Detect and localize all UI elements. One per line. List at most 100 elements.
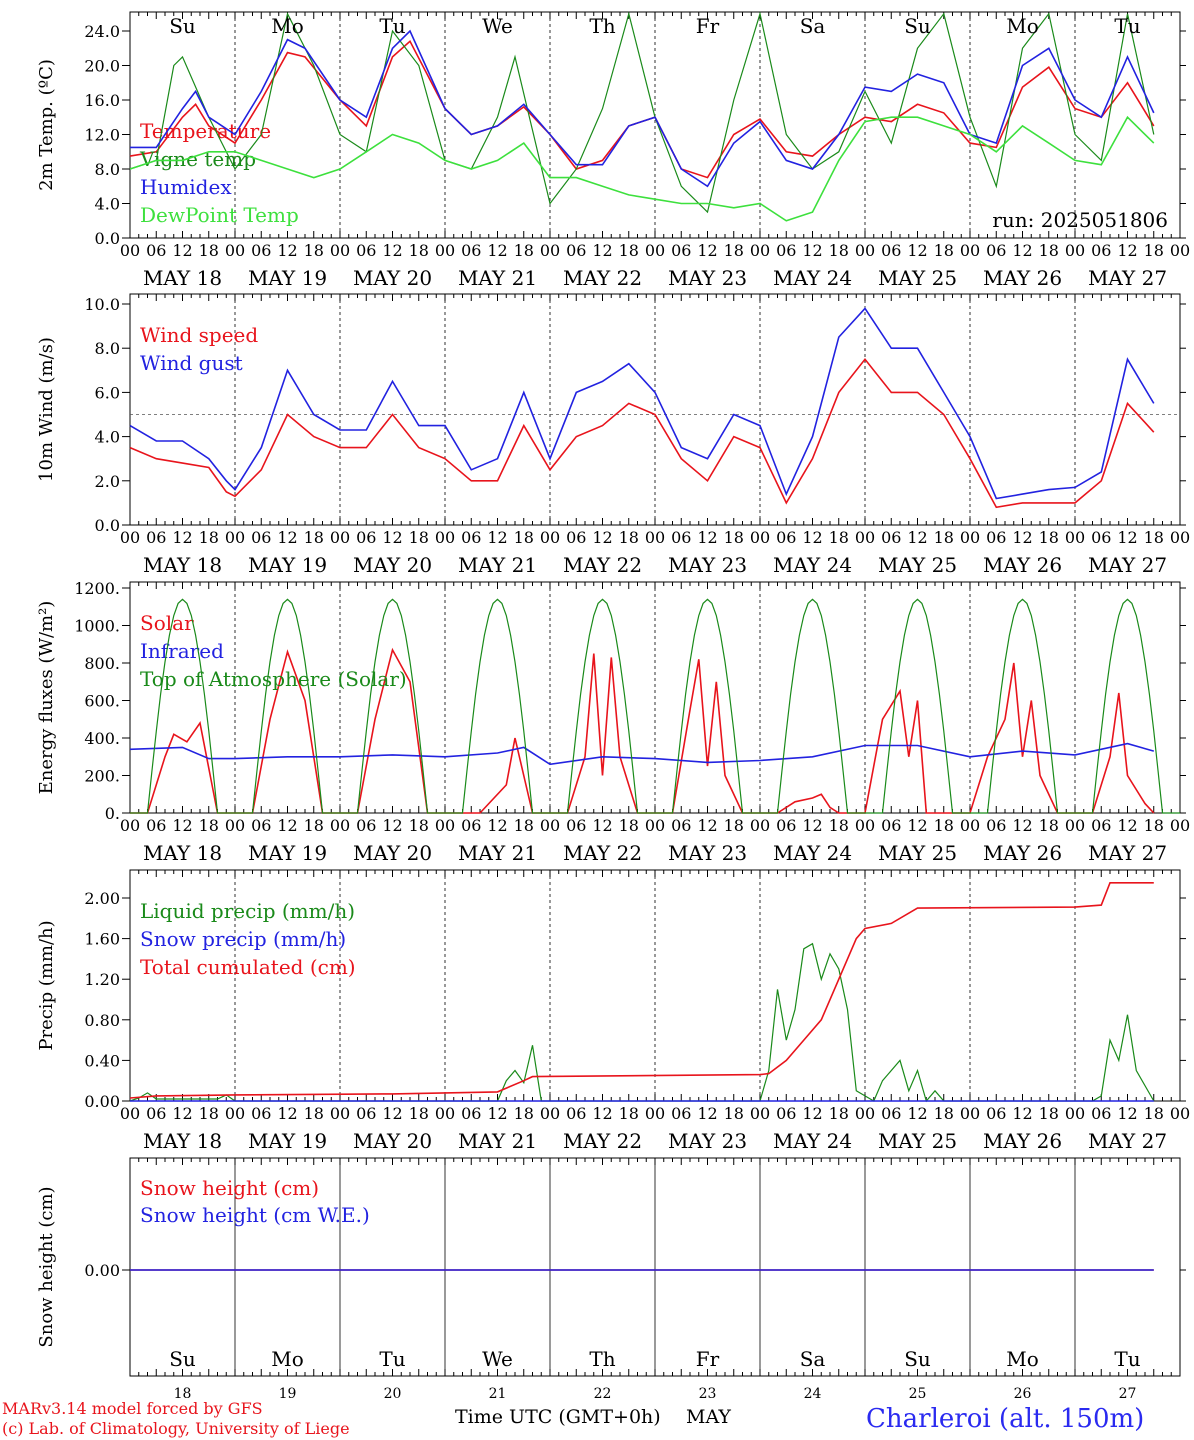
x-tick-label: 00 [855,816,875,835]
weekday-label-bottom: Su [904,1347,931,1371]
weekday-label-bottom: Tu [379,1347,405,1371]
x-tick-label: 12 [382,1104,402,1123]
x-tick-label: 18 [934,241,954,260]
y-tick-label: 0.00 [84,1092,120,1111]
day-number-label: 19 [279,1386,297,1402]
x-tick-label: 18 [199,1104,219,1123]
x-tick-label: 06 [671,528,691,547]
x-tick-label: 12 [277,528,297,547]
y-tick-label: 16.0 [84,91,120,110]
x-date-label: MAY 22 [563,1129,642,1153]
x-tick-label: 00 [1170,241,1190,260]
y-tick-label: 4.0 [95,195,120,214]
x-date-label: MAY 24 [773,1129,852,1153]
series-line-1 [129,358,1155,509]
x-tick-label: 12 [382,241,402,260]
y-tick-label: 20.0 [84,57,120,76]
x-tick-label: 06 [776,1104,796,1123]
x-tick-label: 00 [120,528,140,547]
x-tick-label: 18 [1039,528,1059,547]
x-tick-label: 06 [461,528,481,547]
x-date-label: MAY 18 [143,841,222,865]
x-date-label: MAY 18 [143,1129,222,1153]
x-tick-label: 12 [907,528,927,547]
x-tick-label: 00 [750,528,770,547]
x-tick-label: 00 [1170,816,1190,835]
x-tick-label: 18 [1144,816,1164,835]
x-tick-label: 18 [829,241,849,260]
x-tick-label: 06 [881,528,901,547]
x-tick-label: 12 [697,241,717,260]
x-date-label: MAY 25 [878,841,957,865]
x-tick-label: 06 [566,241,586,260]
x-tick-label: 00 [645,816,665,835]
x-tick-label: 00 [120,241,140,260]
series-line-2 [129,742,1155,766]
panel-5: 0.00 Snow height (cm) Snow height (cm) Snow… [36,1157,1186,1377]
x-tick-label: 00 [1170,528,1190,547]
legend-entry: Liquid precip (mm/h) [140,899,355,923]
day-number-label: 21 [489,1386,507,1402]
x-tick-label: 12 [592,1104,612,1123]
x-tick-label: 18 [409,1104,429,1123]
station-name: Charleroi (alt. 150m) [866,1404,1144,1434]
day-number-label: 24 [804,1386,822,1402]
series-line-2 [129,11,1155,214]
x-tick-label: 06 [671,241,691,260]
footer-copyright: (c) Lab. of Climatology, University of L… [2,1419,350,1438]
x-tick-label: 00 [1065,1104,1085,1123]
x-tick-label: 06 [461,1104,481,1123]
x-tick-label: 18 [199,241,219,260]
x-tick-label: 00 [225,816,245,835]
x-tick-label: 00 [645,241,665,260]
day-number-label: 22 [594,1386,612,1402]
y-tick-label: 10.0 [84,295,120,314]
x-tick-label: 12 [802,816,822,835]
x-tick-label: 12 [592,528,612,547]
x-date-label: MAY 19 [248,841,327,865]
x-tick-label: 00 [540,816,560,835]
x-tick-label: 12 [382,816,402,835]
y-tick-label: 600. [84,692,120,711]
x-tick-label: 12 [1117,241,1137,260]
x-tick-label: 12 [487,241,507,260]
x-tick-label: 12 [487,1104,507,1123]
x-tick-label: 06 [356,1104,376,1123]
weekday-label-top: Su [904,14,931,38]
x-tick-label: 06 [1091,816,1111,835]
series-line-3 [130,29,1155,188]
y-tick-label: 1.60 [84,930,120,949]
weekday-label-top: Tu [1114,14,1140,38]
x-tick-label: 06 [356,528,376,547]
x-tick-label: 12 [907,816,927,835]
x-tick-label: 06 [146,1104,166,1123]
legend-entry: Humidex [140,175,232,199]
panel-2: 0.0 2.0 4.0 6.0 8.0 10.0 10m Wind (m/s) 00 06 12 1… [36,293,1190,577]
series-line-3 [129,882,1154,1099]
x-tick-label: 00 [225,528,245,547]
y-tick-label: 24.0 [84,22,120,41]
x-tick-label: 00 [120,816,140,835]
x-tick-label: 00 [1065,528,1085,547]
x-tick-label: 12 [907,241,927,260]
x-tick-label: 18 [409,528,429,547]
x-date-label: MAY 26 [983,1129,1062,1153]
weekday-label-bottom: Sa [800,1347,826,1371]
series-line-1 [129,40,1155,179]
x-tick-label: 06 [356,241,376,260]
x-tick-label: 18 [1039,1104,1059,1123]
y-tick-label: 12.0 [84,126,120,145]
y-axis-label: 10m Wind (m/s) [36,337,57,482]
x-tick-label: 06 [146,528,166,547]
y-tick-label: 8.0 [95,339,120,358]
weekday-label-bottom: Tu [1114,1347,1140,1371]
legend-entry: Wind gust [140,351,243,375]
x-date-label: MAY 27 [1088,841,1167,865]
x-tick-label: 18 [1039,241,1059,260]
x-tick-label: 18 [514,528,534,547]
x-tick-label: 18 [304,816,324,835]
day-number-label: 27 [1119,1386,1137,1402]
x-tick-label: 18 [619,1104,639,1123]
x-tick-label: 06 [251,528,271,547]
x-date-label: MAY 23 [668,841,747,865]
